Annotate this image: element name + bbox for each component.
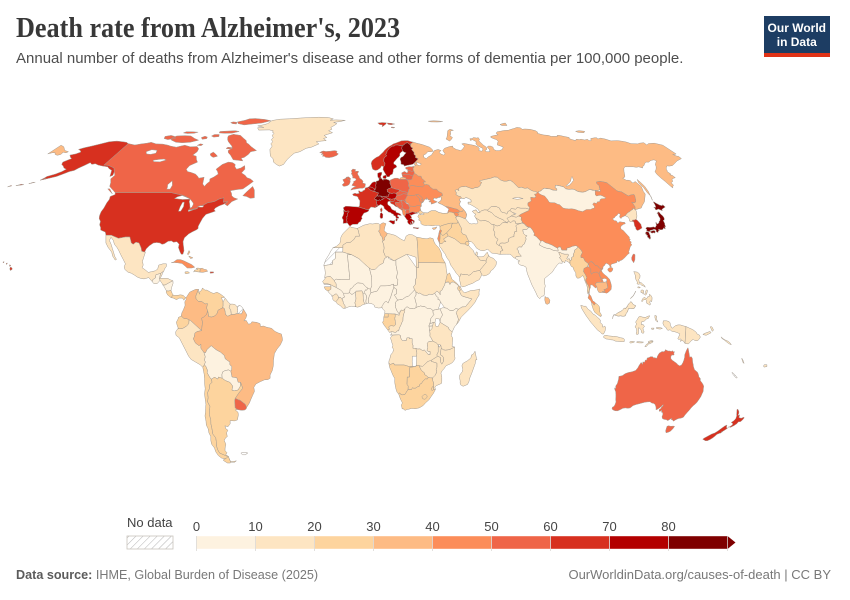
svg-text:30: 30	[366, 519, 380, 534]
svg-text:50: 50	[484, 519, 498, 534]
svg-text:70: 70	[602, 519, 616, 534]
svg-text:0: 0	[193, 519, 200, 534]
svg-text:20: 20	[307, 519, 321, 534]
svg-text:60: 60	[543, 519, 557, 534]
svg-text:40: 40	[425, 519, 439, 534]
svg-text:10: 10	[248, 519, 262, 534]
svg-text:80: 80	[661, 519, 675, 534]
